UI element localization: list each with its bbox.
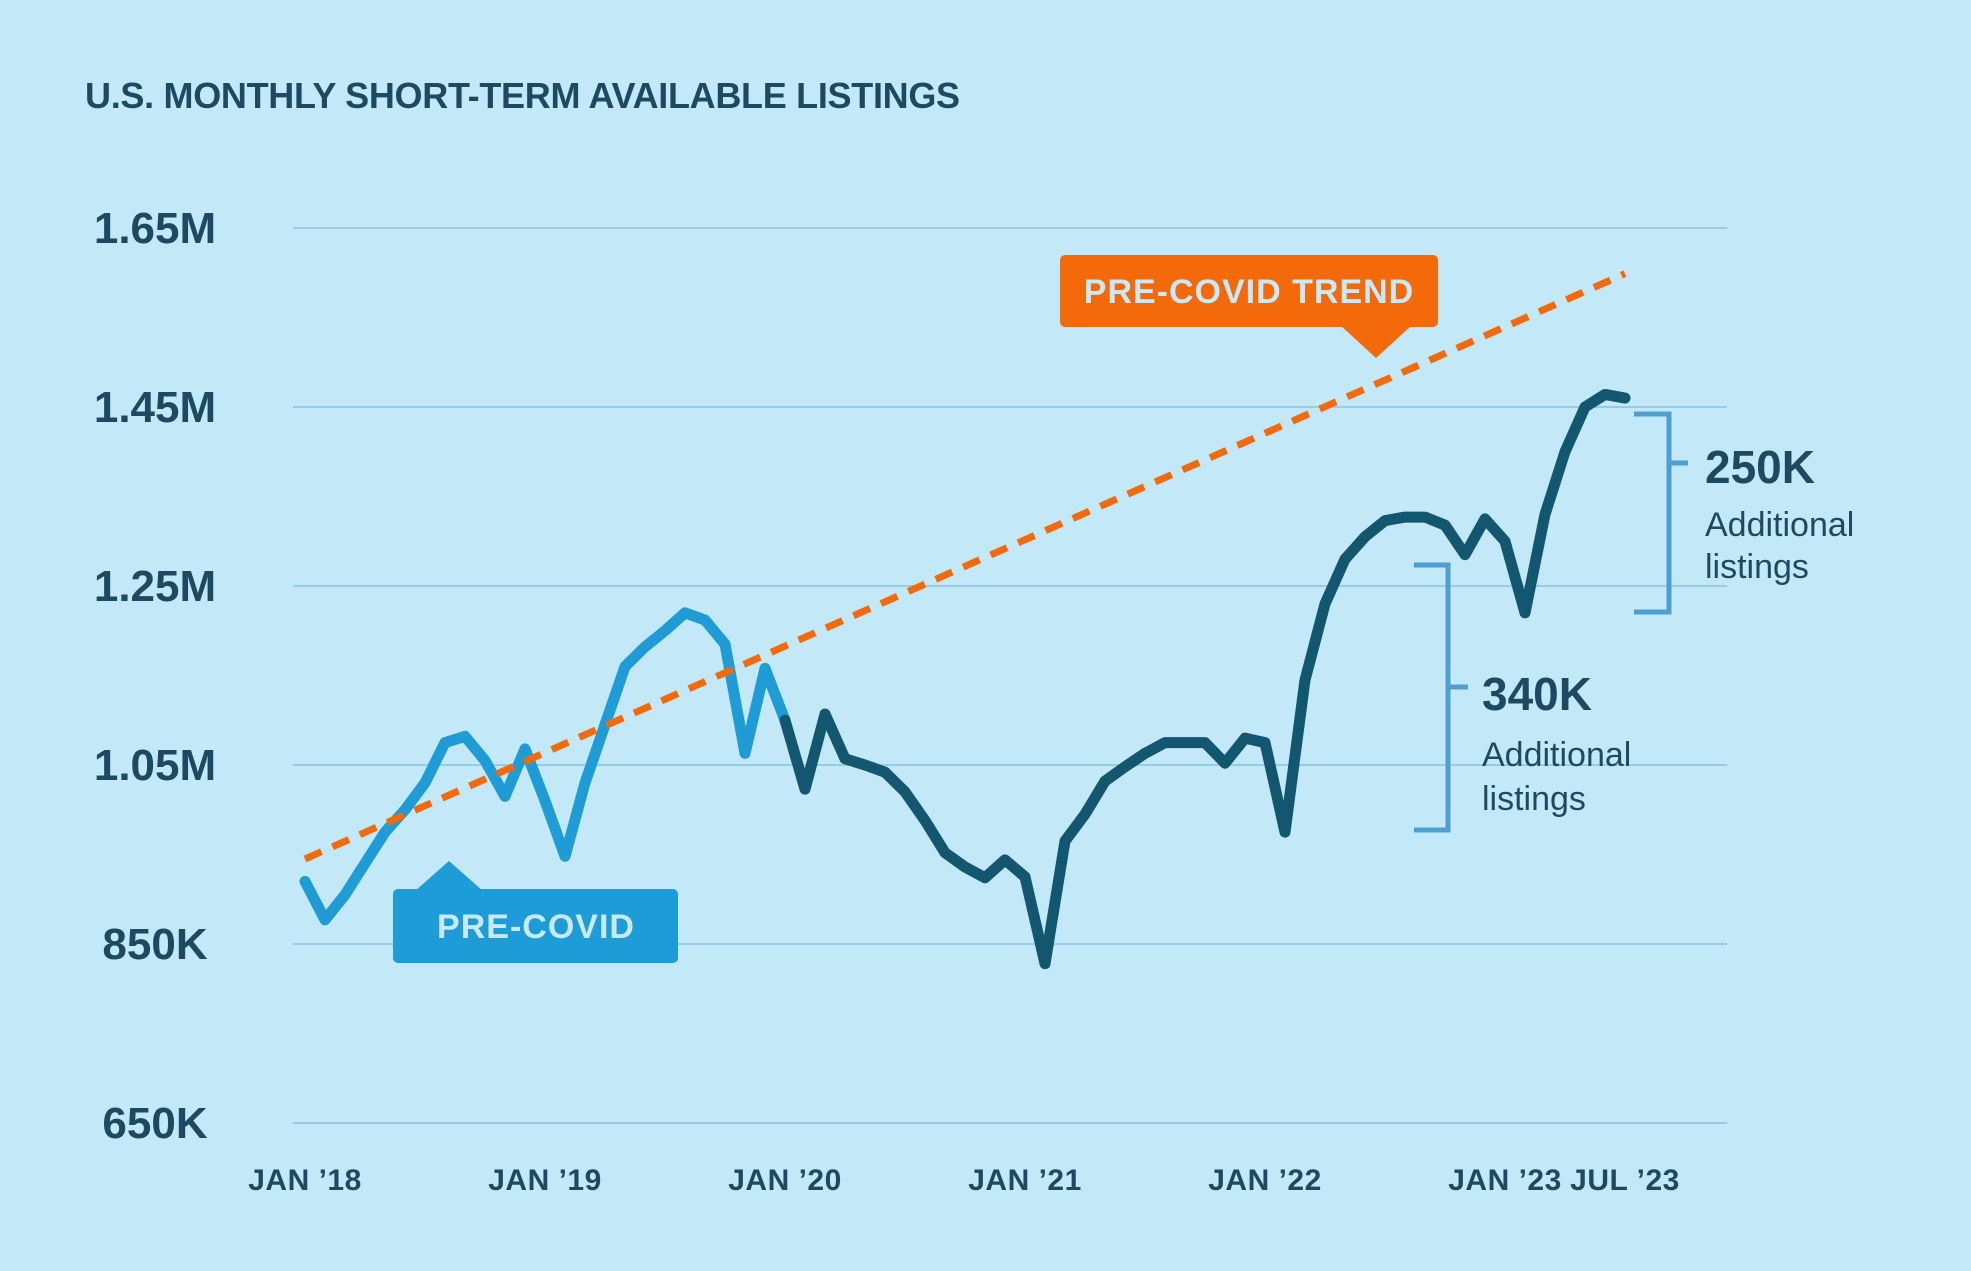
y-tick-label: 1.25M	[94, 562, 216, 611]
annotation-250k-caption-2: listings	[1705, 548, 1809, 586]
trend-callout-box	[1060, 255, 1438, 327]
annotation-250k-value: 250K	[1705, 441, 1815, 493]
series-post-covid-line	[779, 388, 1631, 970]
x-tick-label: JAN ’22	[1208, 1164, 1322, 1197]
precovid-callout: PRE-COVID	[393, 861, 678, 963]
x-tick-label: JUL ’23	[1570, 1164, 1680, 1197]
trend-callout-label: PRE-COVID TREND	[1084, 273, 1414, 311]
trend-callout: PRE-COVID TREND	[1060, 255, 1438, 358]
axis-layer: 1.65M 1.45M 1.25M 1.05M 850K 650K JAN ’18 JAN ’…	[94, 204, 1680, 1197]
x-tick-label: JAN ’20	[728, 1164, 842, 1197]
x-tick-label: JAN ’23	[1448, 1164, 1562, 1197]
bracket-250k	[1634, 411, 1688, 615]
precovid-callout-pointer	[415, 861, 483, 891]
precovid-callout-box	[393, 889, 678, 963]
annotation-250k-caption-1: Additional	[1705, 506, 1854, 544]
x-tick-label: JAN ’19	[488, 1164, 602, 1197]
chart-title: U.S. MONTHLY SHORT-TERM AVAILABLE LISTIN…	[85, 75, 960, 116]
annotation-340k-caption-2: listings	[1482, 780, 1586, 818]
precovid-callout-label: PRE-COVID	[437, 908, 635, 946]
annotation-340k-caption-1: Additional	[1482, 736, 1631, 774]
series-trend-dashed-line	[303, 270, 1627, 863]
y-tick-label: 650K	[102, 1099, 207, 1148]
y-tick-label: 1.05M	[94, 741, 216, 790]
x-tick-label: JAN ’18	[248, 1164, 362, 1197]
y-tick-label: 1.65M	[94, 204, 216, 253]
series-pre-covid-line	[299, 607, 791, 926]
y-tick-label: 1.45M	[94, 383, 216, 432]
bracket-340k	[1414, 562, 1468, 833]
annotation-340k: 340K Additional listings	[1482, 668, 1631, 818]
x-tick-label: JAN ’21	[968, 1164, 1082, 1197]
y-tick-label: 850K	[102, 920, 207, 969]
trend-callout-pointer	[1340, 325, 1412, 358]
series-layer	[299, 270, 1631, 970]
annotation-340k-value: 340K	[1482, 668, 1592, 720]
annotation-250k: 250K Additional listings	[1705, 441, 1854, 586]
